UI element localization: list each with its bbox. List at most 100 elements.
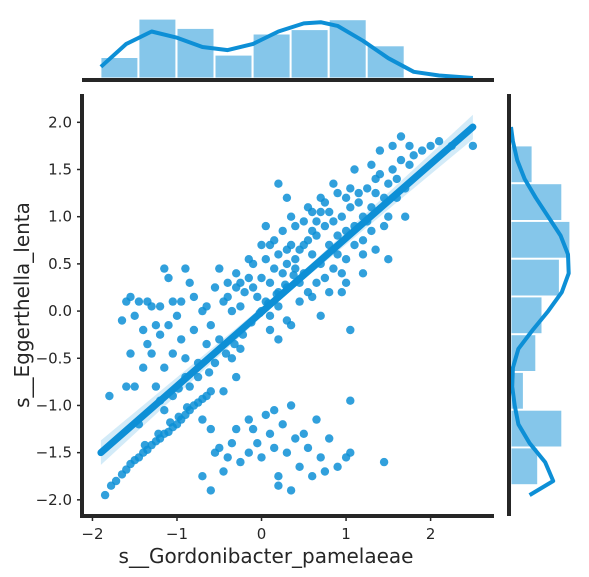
scatter-point-95 — [320, 221, 330, 231]
scatter-point-179 — [316, 207, 325, 217]
scatter-point-195 — [236, 457, 245, 467]
scatter-point-188 — [303, 203, 313, 212]
scatter-point-235 — [193, 372, 203, 382]
scatter-point-223 — [232, 424, 241, 434]
scatter-point-36 — [139, 325, 148, 335]
scatter-point-98 — [333, 231, 342, 240]
scatter-point-55 — [223, 292, 232, 302]
scatter-point-226 — [320, 467, 330, 476]
scatter-point-202 — [270, 443, 279, 453]
scatter-point-131 — [341, 255, 351, 264]
scatter-point-211 — [312, 415, 321, 424]
scatter-point-31 — [117, 316, 127, 325]
right-kde-curve — [509, 126, 571, 497]
scatter-point-61 — [130, 382, 139, 391]
scatter-point-65 — [160, 363, 169, 372]
scatter-point-74 — [227, 354, 237, 363]
x-tick-labels: −2 −1 0 1 2 — [81, 516, 435, 543]
scatter-point-67 — [168, 349, 177, 358]
scatter-point-75 — [232, 372, 241, 382]
scatter-point-171 — [375, 146, 385, 155]
scatter-point-220 — [198, 472, 207, 481]
scatter-point-249 — [289, 271, 298, 280]
scatter-point-183 — [337, 288, 346, 297]
top-marginal-distribution — [99, 18, 474, 80]
scatter-point-152 — [308, 292, 317, 302]
scatter-point-60 — [126, 349, 135, 358]
scatter-point-143 — [270, 236, 279, 245]
scatter-point-241 — [221, 349, 231, 358]
scatter-point-259 — [286, 321, 296, 330]
scatter-point-173 — [396, 132, 406, 141]
scatter-point-165 — [320, 198, 330, 207]
scatter-point-133 — [358, 236, 368, 245]
regression-line — [97, 123, 477, 457]
scatter-point-66 — [164, 321, 173, 330]
right-marginal-distribution — [509, 126, 571, 497]
scatter-point-137 — [312, 278, 321, 287]
x-tick-label-3: 1 — [341, 525, 351, 543]
top-histogram-bar-6 — [328, 19, 367, 79]
scatter-point-189 — [312, 217, 321, 226]
scatter-point-107 — [371, 188, 380, 198]
scatter-point-47 — [185, 278, 194, 287]
y-tick-label-2: −1.0 — [36, 396, 72, 414]
scatter-point-250 — [244, 273, 253, 283]
y-tick-label-1: −1.5 — [36, 444, 72, 462]
scatter-point-145 — [244, 255, 253, 264]
scatter-point-113 — [396, 155, 406, 165]
scatter-point-103 — [354, 198, 363, 207]
scatter-point-84 — [274, 250, 283, 259]
scatter-point-38 — [147, 302, 156, 311]
scatter-point-81 — [261, 255, 270, 264]
scatter-point-130 — [333, 250, 342, 259]
scatter-point-26 — [154, 429, 163, 438]
scatter-point-160 — [379, 221, 389, 231]
scatter-point-203 — [274, 472, 283, 481]
scatter-point-46 — [181, 264, 190, 273]
scatter-point-181 — [401, 212, 410, 221]
scatter-point-0 — [100, 490, 110, 500]
scatter-point-232 — [151, 382, 161, 391]
scatter-point-34 — [130, 311, 139, 320]
scatter-point-140 — [337, 269, 346, 278]
scatter-point-44 — [172, 311, 182, 320]
scatter-point-212 — [316, 453, 325, 462]
scatter-point-88 — [291, 255, 300, 264]
scatter-point-80 — [257, 273, 266, 283]
scatter-point-63 — [147, 349, 156, 358]
scatter-point-119 — [434, 137, 444, 146]
scatter-point-116 — [409, 151, 418, 160]
scatter-point-33 — [126, 292, 135, 302]
scatter-point-178 — [329, 179, 338, 188]
scatter-point-222 — [215, 443, 224, 453]
scatter-point-167 — [299, 240, 308, 250]
scatter-point-30 — [105, 391, 114, 401]
scatter-point-170 — [367, 160, 376, 169]
scatter-point-129 — [325, 207, 334, 217]
y-tick-label-7: 1.5 — [48, 161, 72, 179]
scatter-point-53 — [215, 264, 224, 273]
scatter-point-117 — [417, 146, 427, 155]
scatter-point-193 — [219, 467, 228, 476]
scatter-point-234 — [185, 382, 194, 391]
scatter-point-154 — [325, 288, 334, 297]
scatter-point-169 — [282, 245, 292, 254]
scatter-point-206 — [286, 401, 296, 410]
scatter-point-73 — [215, 335, 224, 344]
scatter-point-194 — [227, 439, 237, 448]
scatter-point-182 — [358, 250, 368, 259]
scatter-point-25 — [140, 440, 150, 450]
scatter-point-227 — [341, 453, 351, 462]
scatter-point-59 — [240, 288, 249, 297]
scatter-point-78 — [122, 382, 131, 391]
scatter-point-92 — [308, 250, 317, 259]
scatter-point-58 — [236, 302, 245, 311]
scatter-point-126 — [299, 217, 308, 226]
scatter-point-210 — [303, 443, 313, 453]
scatter-point-216 — [346, 396, 355, 405]
y-tick-label-3: −0.5 — [36, 349, 72, 367]
scatter-point-68 — [177, 335, 186, 344]
scatter-point-207 — [291, 434, 300, 443]
